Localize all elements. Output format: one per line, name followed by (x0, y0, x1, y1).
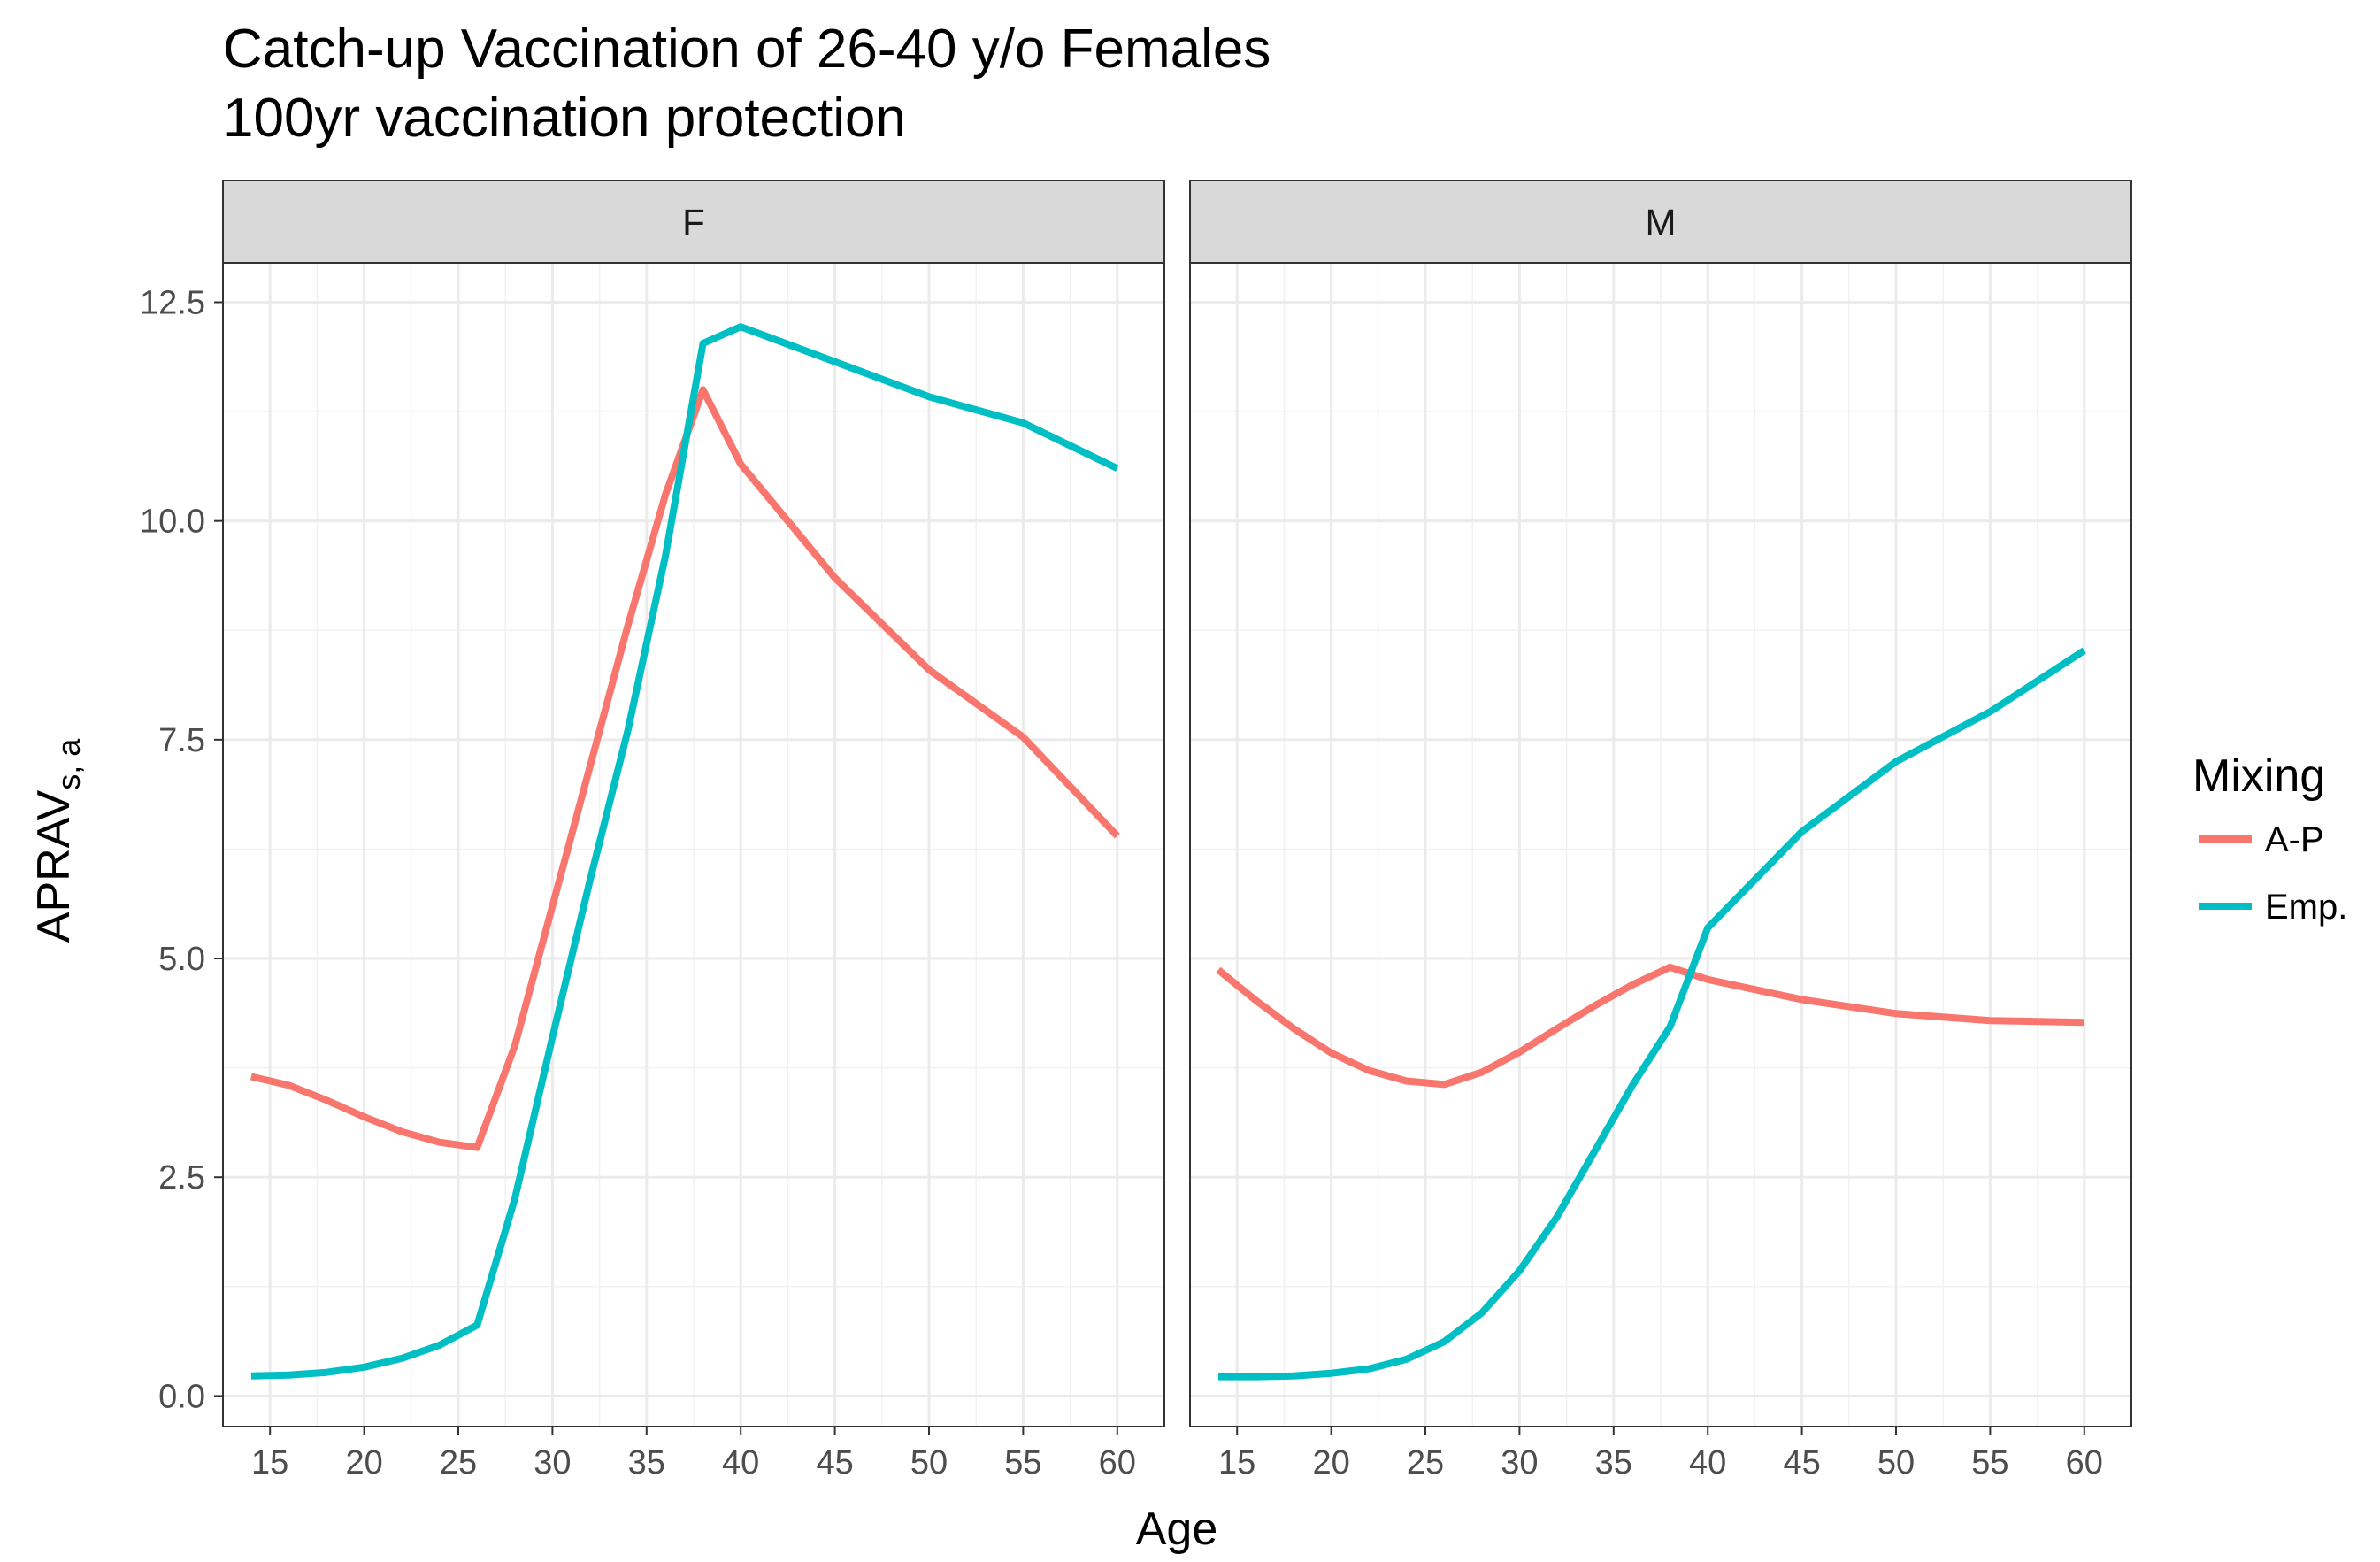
chart-subtitle: 100yr vaccination protection (223, 88, 906, 149)
x-axis-title: Age (1136, 1504, 1218, 1555)
y-tick-label: 5.0 (158, 941, 205, 978)
x-tick-label: 30 (534, 1444, 571, 1481)
series-line-f-emp (250, 323, 1119, 1380)
panel-border-f (222, 262, 1165, 1427)
series-line-f-a-p (250, 386, 1120, 1151)
facet-panel-f: F 15 20 25 30 35 40 45 50 55 60 0.0 2.5 5.0 7.5 10.0 12.… (140, 180, 1165, 1481)
y-axis-title: APRAVs, a (28, 738, 87, 943)
x-tick-label: 60 (1099, 1444, 1136, 1481)
x-tick-label: 25 (1407, 1444, 1444, 1481)
legend: Mixing A-P Emp. (2192, 750, 2347, 927)
facet-strip-m (1189, 180, 2132, 264)
x-tick-label: 45 (1783, 1444, 1820, 1481)
x-tick-label: 50 (910, 1444, 948, 1481)
y-tick-label: 7.5 (158, 722, 205, 759)
y-tick-label: 0.0 (158, 1378, 205, 1415)
x-tick-label: 30 (1501, 1444, 1538, 1481)
y-tick-label: 2.5 (158, 1159, 205, 1197)
legend-title: Mixing (2192, 750, 2325, 802)
facet-panel-m: M 15 20 25 30 35 40 45 50 55 60 (1189, 180, 2132, 1481)
legend-label-a-p: A-P (2265, 820, 2324, 859)
x-tick-label: 15 (251, 1444, 288, 1481)
facet-strip-f (222, 180, 1165, 264)
x-tick-label: 55 (1971, 1444, 2008, 1481)
facet-strip-label-m: M (1646, 202, 1677, 243)
series-line-m-a-p (1216, 963, 2084, 1089)
x-tick-label: 35 (628, 1444, 665, 1481)
x-tick-label: 20 (1312, 1444, 1349, 1481)
x-tick-label: 25 (440, 1444, 477, 1481)
x-tick-label: 20 (345, 1444, 382, 1481)
x-tick-label: 55 (1004, 1444, 1041, 1481)
y-tick-label: 10.0 (140, 504, 205, 541)
y-tick-label: 12.5 (140, 284, 205, 321)
x-tick-label: 40 (722, 1444, 759, 1481)
legend-label-emp: Emp. (2265, 888, 2347, 927)
x-tick-label: 50 (1877, 1444, 1915, 1481)
x-tick-label: 15 (1218, 1444, 1255, 1481)
chart-title: Catch-up Vaccination of 26-40 y/o Female… (223, 19, 1271, 80)
x-tick-label: 45 (816, 1444, 853, 1481)
y-axis-title-main: APRAV (28, 789, 80, 943)
x-tick-label: 60 (2066, 1444, 2103, 1481)
panel-border-m (1189, 262, 2132, 1427)
y-axis-title-subscript: s, a (50, 738, 87, 790)
series-line-m-emp (1217, 647, 2086, 1381)
facet-strip-label-f: F (682, 202, 705, 243)
x-tick-label: 40 (1689, 1444, 1726, 1481)
facet-panels: F 15 20 25 30 35 40 45 50 55 60 0.0 2.5 5.0 7.5 10.0 12.… (140, 180, 2132, 1481)
x-tick-label: 35 (1595, 1444, 1632, 1481)
